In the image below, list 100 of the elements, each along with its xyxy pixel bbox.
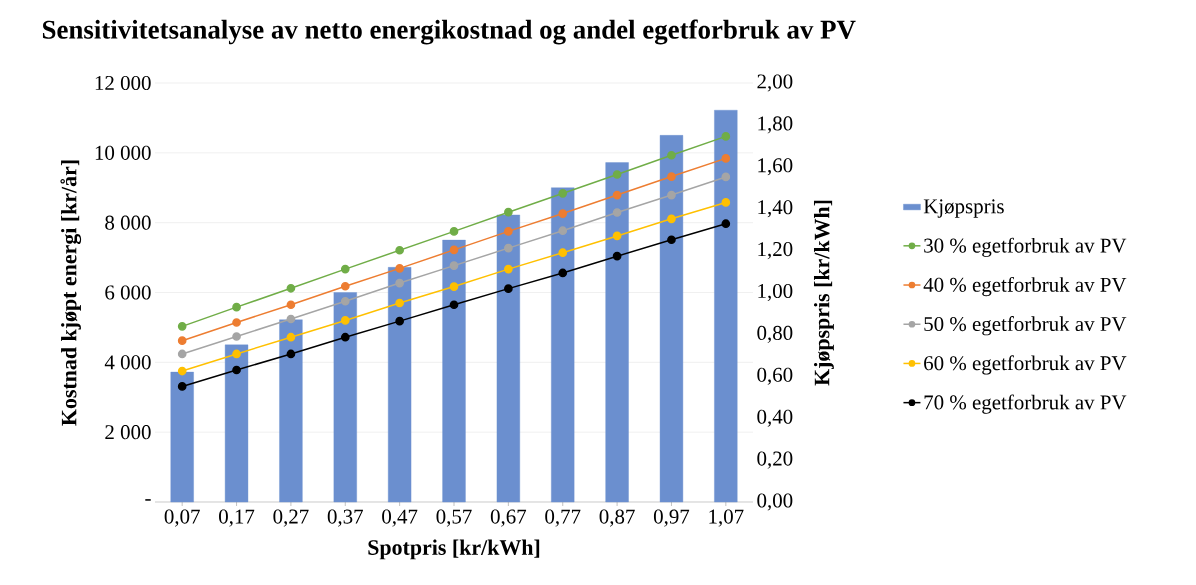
point: [504, 243, 513, 253]
x-axis-title: Spotpris [kr/kWh]: [368, 539, 540, 560]
y-tick-label: 12 000: [95, 75, 151, 91]
point: [612, 231, 622, 241]
point: [395, 278, 404, 288]
point: [721, 154, 731, 163]
y2-tick-label: 0,80: [757, 325, 793, 343]
y-tick-label: -: [145, 499, 151, 501]
point: [721, 219, 731, 229]
point: [449, 261, 459, 270]
point: [232, 365, 241, 375]
point: [667, 214, 676, 224]
y2-tick-label: 1,40: [758, 200, 793, 218]
point: [558, 248, 568, 258]
bar: [388, 267, 412, 503]
legend-label: 70 % egetforbruk av PV: [924, 394, 1127, 414]
point: [286, 314, 296, 324]
point: [232, 332, 241, 341]
point: [449, 282, 459, 291]
y2-tick-label: 1,80: [758, 116, 793, 134]
point: [449, 227, 459, 236]
point: [340, 264, 350, 274]
bar: [659, 135, 684, 503]
y-tick-label: 2 000: [105, 425, 151, 440]
bar: [496, 214, 520, 503]
x-tick-label: 0,07: [164, 509, 200, 527]
point: [286, 300, 296, 310]
bar: [279, 319, 303, 503]
point: [177, 349, 187, 359]
point: [612, 208, 622, 217]
point: [395, 316, 404, 326]
point: [504, 227, 513, 236]
chart-title: Sensitivitetsanalyse av netto energikostnad og andel egetforbruk av PV: [42, 19, 856, 45]
point: [449, 300, 459, 310]
legend-label: 60 % egetforbruk av PV: [924, 355, 1127, 375]
bar: [442, 239, 466, 503]
legend-label: 50 % egetforbruk av PV: [924, 316, 1127, 336]
point: [667, 235, 676, 245]
point: [721, 198, 731, 207]
legend-label: Kjøpspris: [923, 199, 1004, 218]
point: [558, 226, 568, 236]
y2-tick-label: 1,60: [758, 158, 793, 176]
y2-tick-label: 1,00: [758, 283, 793, 302]
point: [504, 207, 513, 217]
point: [449, 245, 459, 255]
point: [177, 336, 187, 346]
point: [612, 190, 622, 200]
y2-tick-label: 0,60: [757, 367, 793, 385]
point: [340, 281, 350, 291]
point: [340, 332, 350, 342]
point: [504, 264, 513, 274]
point: [612, 170, 622, 179]
point: [721, 132, 731, 141]
legend-label: 40 % egetforbruk av PV: [923, 276, 1127, 297]
point: [558, 189, 568, 198]
y-axis-title: Kostnad kjøpt energi [kr/år]: [60, 160, 82, 426]
point: [340, 316, 350, 325]
point: [667, 190, 676, 200]
point: [667, 172, 676, 181]
point: [504, 284, 513, 293]
x-tick-label: 1,07: [709, 509, 744, 527]
legend-label: 30 % egetforbruk av PV: [924, 237, 1127, 257]
point: [232, 349, 241, 359]
y2-tick-label: 0,20: [757, 451, 793, 469]
y-tick-label: 6 000: [105, 285, 151, 300]
bar: [551, 187, 575, 503]
point: [286, 349, 296, 359]
bar: [170, 371, 194, 503]
x-tick-label: 0,67: [490, 509, 527, 527]
y2-tick-label: 2,00: [757, 74, 793, 92]
x-tick-label: 0,97: [653, 509, 690, 527]
x-tick-label: 0,57: [436, 509, 472, 527]
point: [340, 296, 350, 306]
point: [395, 264, 404, 273]
point: [177, 366, 187, 376]
y-tick-label: 10 000: [95, 145, 151, 160]
point: [395, 245, 404, 255]
point: [667, 150, 676, 160]
bar: [605, 162, 629, 503]
y2-tick-label: 0,00: [757, 493, 793, 511]
y-tick-label: 8 000: [105, 215, 151, 230]
x-tick-label: 0,87: [599, 509, 635, 527]
point: [177, 382, 187, 391]
point: [286, 332, 296, 342]
point: [177, 322, 187, 331]
x-tick-label: 0,17: [219, 509, 255, 527]
y2-tick-label: 0,40: [757, 409, 793, 427]
y2-axis-title: Kjøpspris [kr/kWh]: [813, 200, 834, 386]
point: [558, 268, 568, 278]
y-tick-label: 4 000: [104, 355, 151, 370]
x-tick-label: 0,27: [273, 509, 309, 527]
point: [558, 209, 568, 218]
x-tick-label: 0,77: [545, 509, 581, 527]
bar: [333, 292, 357, 503]
point: [612, 251, 622, 261]
bar: [224, 344, 249, 503]
point: [286, 283, 296, 293]
x-tick-label: 0,47: [382, 509, 418, 527]
bar: [714, 110, 738, 503]
y2-tick-label: 1,20: [758, 242, 793, 260]
